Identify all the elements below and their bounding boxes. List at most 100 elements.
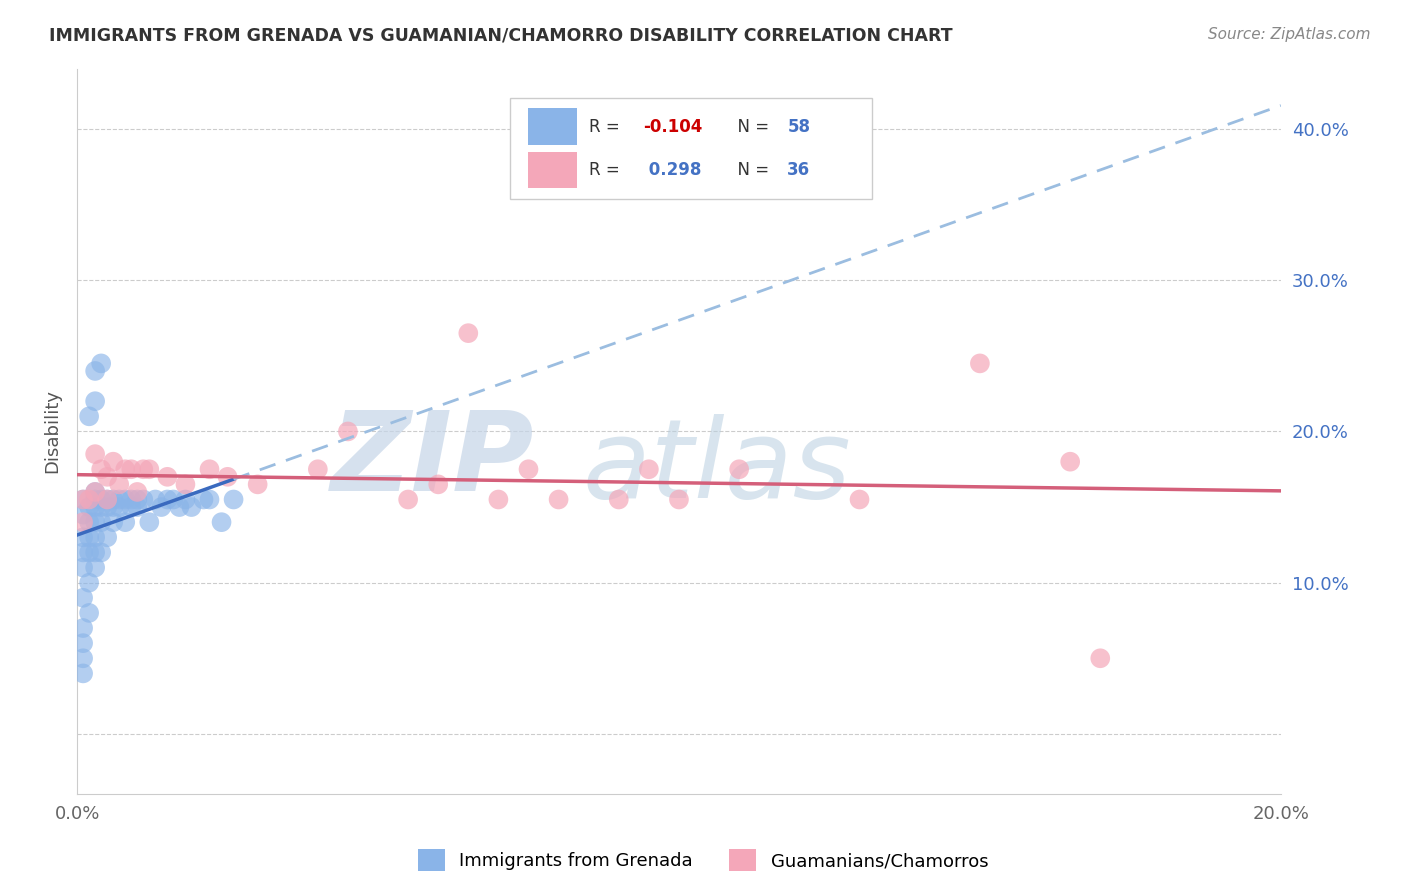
Text: atlas: atlas bbox=[582, 414, 851, 521]
Text: ZIP: ZIP bbox=[330, 407, 534, 514]
Point bbox=[127, 500, 149, 514]
Point bbox=[96, 470, 118, 484]
Point bbox=[72, 530, 94, 544]
Point bbox=[728, 462, 751, 476]
Point bbox=[84, 484, 107, 499]
Point bbox=[211, 515, 233, 529]
Point bbox=[72, 492, 94, 507]
Point bbox=[77, 530, 100, 544]
Point bbox=[90, 492, 112, 507]
Point bbox=[103, 515, 125, 529]
Point bbox=[547, 492, 569, 507]
Point bbox=[77, 545, 100, 559]
Point bbox=[90, 356, 112, 370]
Point bbox=[120, 500, 142, 514]
Point bbox=[180, 500, 202, 514]
Point bbox=[103, 455, 125, 469]
Text: 36: 36 bbox=[787, 161, 810, 179]
Point bbox=[156, 492, 179, 507]
Point bbox=[77, 492, 100, 507]
Point bbox=[517, 462, 540, 476]
Point bbox=[84, 530, 107, 544]
Bar bbox=[529, 152, 576, 188]
Point bbox=[198, 492, 221, 507]
Point bbox=[108, 492, 131, 507]
Point bbox=[457, 326, 479, 340]
Point bbox=[72, 591, 94, 605]
Point bbox=[72, 666, 94, 681]
Point bbox=[72, 508, 94, 522]
Point bbox=[72, 545, 94, 559]
Text: 0.298: 0.298 bbox=[643, 161, 702, 179]
Point bbox=[162, 492, 184, 507]
Point bbox=[138, 462, 160, 476]
Point bbox=[638, 462, 661, 476]
Point bbox=[1059, 455, 1081, 469]
Point bbox=[848, 492, 870, 507]
Point bbox=[246, 477, 269, 491]
Point bbox=[427, 477, 450, 491]
Text: R =: R = bbox=[589, 118, 624, 136]
Point bbox=[72, 651, 94, 665]
Point bbox=[77, 409, 100, 424]
Point bbox=[103, 500, 125, 514]
Point bbox=[84, 484, 107, 499]
Point bbox=[108, 500, 131, 514]
Point bbox=[72, 492, 94, 507]
Point bbox=[90, 500, 112, 514]
Text: 58: 58 bbox=[787, 118, 810, 136]
Point bbox=[84, 545, 107, 559]
Point bbox=[156, 470, 179, 484]
Point bbox=[132, 462, 155, 476]
Point bbox=[169, 500, 191, 514]
Legend: Immigrants from Grenada, Guamanians/Chamorros: Immigrants from Grenada, Guamanians/Cham… bbox=[411, 842, 995, 879]
Point bbox=[84, 500, 107, 514]
Text: N =: N = bbox=[727, 161, 775, 179]
Point bbox=[114, 515, 136, 529]
Point bbox=[96, 530, 118, 544]
Point bbox=[138, 515, 160, 529]
Point bbox=[336, 425, 359, 439]
Point bbox=[84, 394, 107, 409]
Point bbox=[120, 462, 142, 476]
Point bbox=[114, 492, 136, 507]
Point bbox=[217, 470, 239, 484]
Point bbox=[96, 500, 118, 514]
Point bbox=[396, 492, 419, 507]
Point bbox=[193, 492, 215, 507]
Bar bbox=[529, 109, 576, 145]
Point bbox=[90, 545, 112, 559]
Point bbox=[120, 492, 142, 507]
Point bbox=[132, 492, 155, 507]
Text: R =: R = bbox=[589, 161, 624, 179]
Text: N =: N = bbox=[727, 118, 775, 136]
Point bbox=[96, 492, 118, 507]
Point bbox=[77, 575, 100, 590]
Point bbox=[114, 462, 136, 476]
Point bbox=[108, 477, 131, 491]
Point bbox=[84, 560, 107, 574]
Point bbox=[72, 621, 94, 635]
Point bbox=[174, 492, 197, 507]
Point bbox=[77, 500, 100, 514]
Point bbox=[127, 484, 149, 499]
Point bbox=[77, 515, 100, 529]
Point bbox=[103, 492, 125, 507]
Point bbox=[607, 492, 630, 507]
Text: Source: ZipAtlas.com: Source: ZipAtlas.com bbox=[1208, 27, 1371, 42]
Point bbox=[84, 492, 107, 507]
Text: -0.104: -0.104 bbox=[643, 118, 702, 136]
Point bbox=[150, 500, 173, 514]
Point bbox=[90, 462, 112, 476]
Point bbox=[143, 492, 166, 507]
Point bbox=[1090, 651, 1112, 665]
Point bbox=[96, 492, 118, 507]
Point bbox=[174, 477, 197, 491]
Point bbox=[84, 515, 107, 529]
Point bbox=[84, 364, 107, 378]
Point bbox=[72, 636, 94, 650]
Point bbox=[77, 606, 100, 620]
Point bbox=[969, 356, 991, 370]
Point bbox=[90, 515, 112, 529]
Text: IMMIGRANTS FROM GRENADA VS GUAMANIAN/CHAMORRO DISABILITY CORRELATION CHART: IMMIGRANTS FROM GRENADA VS GUAMANIAN/CHA… bbox=[49, 27, 953, 45]
